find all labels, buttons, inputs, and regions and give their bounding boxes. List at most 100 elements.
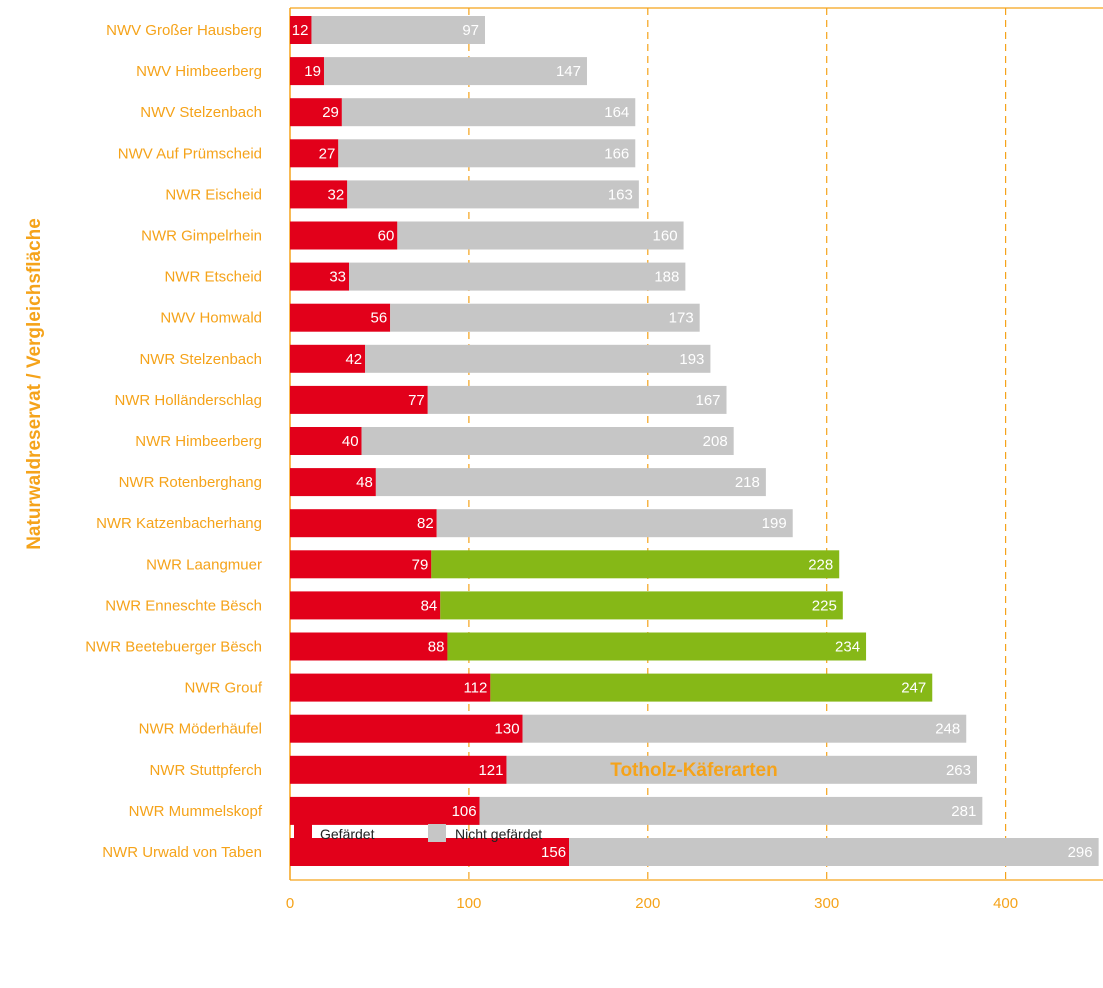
data-label-nicht-gefaerdet: 164 xyxy=(604,104,629,121)
bar-gefaerdet xyxy=(290,838,570,866)
legend: Gefärdet Nicht gefärdet xyxy=(294,824,542,842)
data-label-nicht-gefaerdet: 199 xyxy=(762,515,787,532)
bar-gefaerdet xyxy=(290,57,324,86)
category-label: NWR Stelzenbach xyxy=(139,351,262,368)
category-label: NWR Urwald von Taben xyxy=(102,844,262,861)
bar-nicht-gefaerdet xyxy=(365,344,711,373)
bars: 12 97 19 147 29 164 27 166 32 163 60 160 33 188 56 173 4… xyxy=(290,16,1099,866)
category-label: NWR Katzenbacherhang xyxy=(96,515,262,532)
category-label: NWR Beetebuerger Bësch xyxy=(85,639,262,656)
bar-nicht-gefaerdet xyxy=(341,98,636,127)
category-label: NWR Möderhäufel xyxy=(139,721,262,738)
data-label-gefaerdet: 56 xyxy=(370,310,387,327)
bar-gefaerdet xyxy=(290,16,312,44)
bar-nicht-gefaerdet xyxy=(490,673,933,702)
legend-label-nicht-gefaerdet: Nicht gefärdet xyxy=(455,826,542,842)
data-label-gefaerdet: 40 xyxy=(342,433,359,450)
data-label-gefaerdet: 112 xyxy=(463,680,487,697)
bar-gefaerdet xyxy=(290,591,441,620)
bar-gefaerdet xyxy=(290,180,348,209)
category-label: NWV Homwald xyxy=(160,310,262,327)
x-tick-0: 0 xyxy=(286,895,294,912)
data-label-nicht-gefaerdet: 160 xyxy=(653,228,678,245)
legend-label-gefaerdet: Gefärdet xyxy=(320,826,375,842)
data-label-nicht-gefaerdet: 208 xyxy=(703,433,728,450)
data-label-nicht-gefaerdet: 167 xyxy=(695,392,720,409)
category-label: NWR Gimpelrhein xyxy=(141,228,262,245)
bar-nicht-gefaerdet xyxy=(347,180,639,209)
bar-nicht-gefaerdet xyxy=(431,550,840,579)
data-label-nicht-gefaerdet: 166 xyxy=(604,145,629,162)
category-label: NWV Himbeerberg xyxy=(136,63,262,80)
data-label-nicht-gefaerdet: 97 xyxy=(462,22,479,39)
data-label-nicht-gefaerdet: 234 xyxy=(835,639,860,656)
bar-nicht-gefaerdet xyxy=(506,755,977,784)
bar-nicht-gefaerdet xyxy=(427,385,727,414)
bar-nicht-gefaerdet xyxy=(569,838,1099,866)
data-label-gefaerdet: 12 xyxy=(292,22,309,39)
data-label-nicht-gefaerdet: 173 xyxy=(669,310,694,327)
data-label-gefaerdet: 106 xyxy=(452,803,477,820)
bar-nicht-gefaerdet xyxy=(361,427,734,455)
bar-nicht-gefaerdet xyxy=(436,509,793,538)
x-tick-400: 400 xyxy=(993,895,1018,912)
category-label: NWR Enneschte Bësch xyxy=(105,597,262,614)
category-label: NWR Rotenberghang xyxy=(119,474,262,491)
data-label-nicht-gefaerdet: 248 xyxy=(935,721,960,738)
bar-nicht-gefaerdet xyxy=(338,139,636,168)
bar-gefaerdet xyxy=(290,550,432,579)
bar-gefaerdet xyxy=(290,796,480,825)
x-axis-title: Totholz-Käferarten xyxy=(610,760,777,781)
y-axis-title: Naturwaldreservat / Vergleichsfläche xyxy=(24,218,45,550)
data-label-nicht-gefaerdet: 228 xyxy=(808,556,833,573)
data-label-gefaerdet: 60 xyxy=(378,228,395,245)
data-label-nicht-gefaerdet: 225 xyxy=(812,597,837,614)
bar-gefaerdet xyxy=(290,385,428,414)
category-label: NWV Auf Prümscheid xyxy=(118,145,262,162)
data-label-nicht-gefaerdet: 163 xyxy=(608,186,633,203)
bar-nicht-gefaerdet xyxy=(440,591,843,620)
data-label-gefaerdet: 29 xyxy=(322,104,339,121)
bar-nicht-gefaerdet xyxy=(447,632,867,661)
x-tick-labels: 0 100 200 300 400 xyxy=(286,895,1018,912)
data-label-gefaerdet: 156 xyxy=(541,844,566,861)
category-labels: NWV Großer Hausberg NWV Himbeerberg NWV St… xyxy=(85,22,263,861)
bar-gefaerdet xyxy=(290,632,448,661)
data-label-gefaerdet: 33 xyxy=(329,269,346,286)
data-label-nicht-gefaerdet: 281 xyxy=(951,803,976,820)
data-label-gefaerdet: 77 xyxy=(408,392,425,409)
data-label-gefaerdet: 121 xyxy=(478,762,503,779)
data-label-nicht-gefaerdet: 218 xyxy=(735,474,760,491)
bar-nicht-gefaerdet xyxy=(311,16,486,44)
data-label-nicht-gefaerdet: 247 xyxy=(901,680,926,697)
x-tick-100: 100 xyxy=(456,895,481,912)
category-label: NWR Himbeerberg xyxy=(135,433,262,450)
data-label-gefaerdet: 48 xyxy=(356,474,373,491)
data-label-gefaerdet: 27 xyxy=(319,145,336,162)
bar-gefaerdet xyxy=(290,303,391,332)
bar-gefaerdet xyxy=(290,714,523,743)
bar-gefaerdet xyxy=(290,509,437,538)
data-label-gefaerdet: 82 xyxy=(417,515,434,532)
data-label-nicht-gefaerdet: 188 xyxy=(654,269,679,286)
data-label-nicht-gefaerdet: 147 xyxy=(556,63,581,80)
data-label-gefaerdet: 42 xyxy=(345,351,362,368)
data-label-gefaerdet: 84 xyxy=(421,597,438,614)
category-label: NWR Grouf xyxy=(184,680,262,697)
data-label-nicht-gefaerdet: 193 xyxy=(679,351,704,368)
legend-swatch-nicht-gefaerdet xyxy=(428,824,446,842)
category-label: NWV Großer Hausberg xyxy=(106,22,262,39)
bar-gefaerdet xyxy=(290,344,366,373)
bar-gefaerdet xyxy=(290,98,342,127)
x-tick-200: 200 xyxy=(635,895,660,912)
bar-nicht-gefaerdet xyxy=(522,714,967,743)
category-label: NWR Laangmuer xyxy=(146,556,262,573)
data-label-gefaerdet: 79 xyxy=(412,556,429,573)
bar-gefaerdet xyxy=(290,673,491,702)
category-label: NWR Etscheid xyxy=(164,269,262,286)
data-label-nicht-gefaerdet: 296 xyxy=(1068,844,1093,861)
data-label-gefaerdet: 130 xyxy=(495,721,520,738)
bar-gefaerdet xyxy=(290,427,362,455)
category-label: NWR Holländerschlag xyxy=(114,392,262,409)
